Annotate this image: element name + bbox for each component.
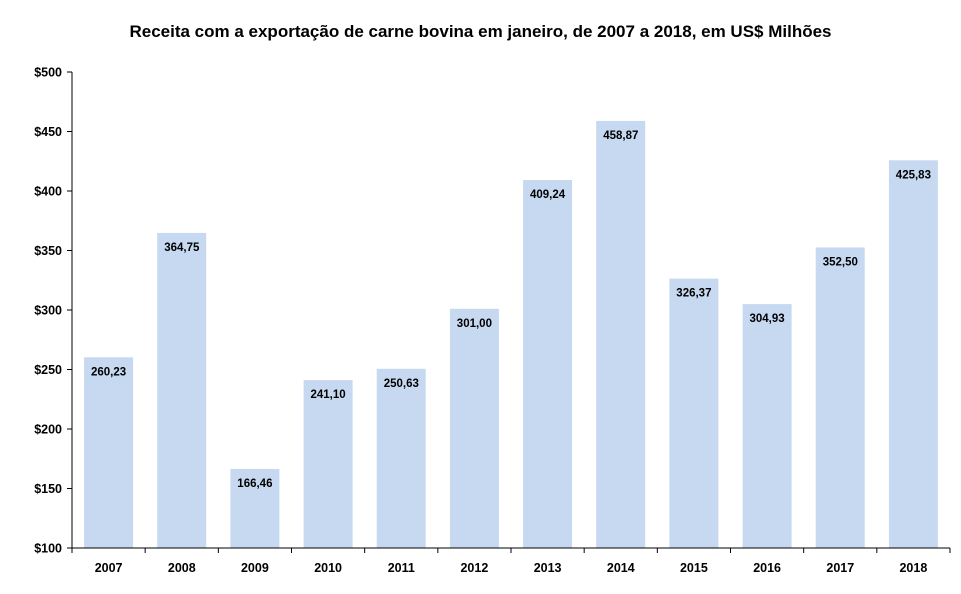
y-tick-label: $300 bbox=[34, 304, 62, 318]
chart-title: Receita com a exportação de carne bovina… bbox=[129, 22, 832, 41]
bar-2014 bbox=[596, 120, 646, 549]
data-label-2014: 458,87 bbox=[603, 130, 638, 142]
x-tick-label-2018: 2018 bbox=[899, 561, 927, 575]
x-tick-label-2009: 2009 bbox=[241, 561, 269, 575]
bar-2010 bbox=[303, 380, 353, 548]
data-label-2016: 304,93 bbox=[750, 313, 785, 325]
bar-2008 bbox=[157, 232, 207, 548]
bar-2013 bbox=[523, 180, 573, 548]
data-label-2011: 250,63 bbox=[384, 378, 419, 390]
data-labels-group: 260,23 364,75 166,46 241,10 250,63 301,00 409,… bbox=[91, 130, 931, 490]
data-label-2018: 425,83 bbox=[896, 169, 931, 181]
bar-2007 bbox=[84, 357, 134, 548]
data-label-2007: 260,23 bbox=[91, 366, 126, 378]
y-tick-label: $500 bbox=[34, 66, 62, 80]
data-label-2010: 241,10 bbox=[311, 389, 346, 401]
bar-2015 bbox=[669, 278, 719, 548]
data-label-2017: 352,50 bbox=[823, 257, 858, 269]
bars-group bbox=[84, 120, 938, 549]
x-tick-label-2011: 2011 bbox=[388, 561, 415, 575]
x-tick-label-2013: 2013 bbox=[534, 561, 562, 575]
y-tick-label: $450 bbox=[34, 125, 62, 139]
x-tick-label-2010: 2010 bbox=[314, 561, 342, 575]
data-label-2009: 166,46 bbox=[237, 478, 272, 490]
y-tick-label: $250 bbox=[34, 363, 62, 377]
y-tick-label: $400 bbox=[34, 185, 62, 199]
x-tick-label-2017: 2017 bbox=[826, 561, 854, 575]
bar-2012 bbox=[449, 308, 499, 548]
y-ticks-group: $100 $150 $200 $250 $300 $350 $400 $450 $500 bbox=[34, 66, 72, 556]
data-label-2008: 364,75 bbox=[164, 242, 200, 254]
bar-2011 bbox=[376, 368, 426, 548]
x-tick-label-2008: 2008 bbox=[168, 561, 196, 575]
data-label-2015: 326,37 bbox=[676, 288, 711, 300]
x-ticks-group: 2007 2008 2009 2010 2011 2012 2013 2014 2015 2016… bbox=[71, 548, 951, 575]
bar-2016 bbox=[742, 304, 792, 548]
x-tick-label-2015: 2015 bbox=[680, 561, 708, 575]
bar-2017 bbox=[815, 247, 865, 548]
x-tick-label-2014: 2014 bbox=[607, 561, 635, 575]
data-label-2012: 301,00 bbox=[457, 318, 492, 330]
bar-2018 bbox=[888, 160, 938, 549]
y-tick-label: $150 bbox=[34, 482, 62, 496]
y-tick-label: $350 bbox=[34, 244, 62, 258]
x-tick-label-2012: 2012 bbox=[460, 561, 488, 575]
y-tick-label: $100 bbox=[34, 542, 62, 556]
y-tick-label: $200 bbox=[34, 423, 62, 437]
data-label-2013: 409,24 bbox=[530, 189, 566, 201]
x-tick-label-2007: 2007 bbox=[95, 561, 123, 575]
bar-2009 bbox=[230, 468, 280, 548]
x-tick-label-2016: 2016 bbox=[753, 561, 781, 575]
